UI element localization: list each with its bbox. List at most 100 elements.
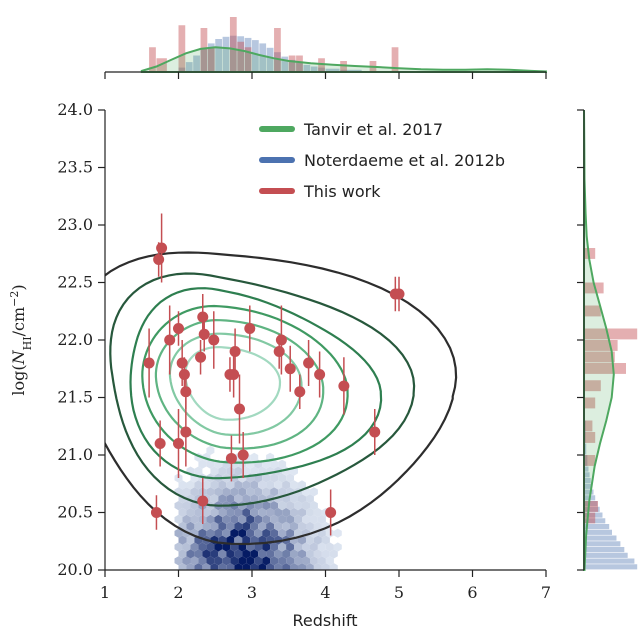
- data-point-12: [195, 351, 207, 363]
- hexbin-cell: [238, 514, 247, 524]
- data-point-21: [234, 403, 246, 415]
- hexbin-cell: [254, 570, 262, 579]
- hexbin-cell: [214, 514, 223, 524]
- hexbin-cell: [270, 556, 279, 566]
- hexbin-cell: [254, 528, 263, 538]
- right-noter-bar-10: [584, 506, 600, 512]
- hexbin-cell: [333, 528, 342, 538]
- hexbin-cell: [191, 570, 199, 579]
- hexbin-cell: [218, 521, 227, 531]
- hexbin-cell: [329, 549, 338, 559]
- hexbin-cell: [258, 521, 267, 531]
- hexbin-cell: [274, 521, 283, 531]
- top-thiswork-bar-11: [318, 58, 325, 72]
- hexbin-cell: [262, 542, 271, 552]
- top-marginal-ticks: [104, 72, 547, 79]
- right-noter-bar-0: [584, 564, 638, 570]
- hexbin-cell: [174, 514, 183, 524]
- right-hist-this-work: [584, 248, 638, 524]
- right-noter-bar-16: [584, 472, 590, 478]
- right-thiswork-bar-4: [584, 420, 593, 432]
- hexbin-cell: [234, 535, 243, 545]
- hexbin-cell: [310, 501, 318, 511]
- hexbin-cell: [234, 480, 243, 490]
- hexbin-cell: [317, 556, 326, 566]
- kde-contour-level-3: [141, 304, 349, 464]
- hexbin-cell: [226, 466, 235, 476]
- x-tick-label-0: 1: [100, 583, 110, 602]
- hexbin-cell: [313, 563, 322, 570]
- hexbin-cell: [298, 494, 306, 504]
- hexbin-cell: [222, 528, 231, 538]
- hexbin-cell: [238, 556, 247, 566]
- hexbin-cell: [186, 507, 195, 518]
- hexbin-cell: [250, 563, 259, 570]
- hexbin-cell: [313, 535, 322, 545]
- right-thiswork-bar-1: [584, 501, 598, 512]
- hexbin-cell: [186, 535, 195, 545]
- x-ticks: 1 2 3 4 5 6 7: [100, 570, 551, 602]
- hexbin-cell: [286, 570, 294, 579]
- hexbin-cell: [230, 556, 239, 566]
- hexbin-cell: [310, 542, 318, 552]
- right-noter-bar-11: [584, 501, 598, 507]
- hexbin-cell: [254, 542, 263, 552]
- hexbin-cell: [198, 459, 207, 469]
- hexbin-cell: [302, 514, 310, 524]
- top-noter-bar-21: [340, 69, 362, 72]
- hexbin-cell: [262, 556, 271, 566]
- hexbin-cell: [202, 563, 211, 570]
- hexbin-cell: [210, 563, 219, 570]
- hexbin-cell: [270, 473, 279, 483]
- top-noter-bar-17: [303, 64, 311, 72]
- hexbin-cell: [286, 556, 294, 566]
- right-noter-bar-18: [584, 455, 588, 466]
- hexbin-cell: [310, 514, 318, 524]
- hexbin-cell: [298, 507, 306, 518]
- data-point-25: [275, 334, 287, 346]
- hexbin-cell: [210, 507, 219, 518]
- hexbin-cell: [258, 480, 267, 490]
- data-point-16: [208, 334, 220, 346]
- hexbin-cell: [186, 521, 195, 531]
- hexbin-cell: [190, 487, 199, 497]
- data-point-4: [154, 438, 166, 449]
- top-thiswork-bar-3: [200, 28, 208, 72]
- hexbin-cell: [326, 570, 334, 579]
- hexbin-cell: [226, 563, 235, 570]
- hexbin-cell: [290, 521, 298, 531]
- hexbin-cell: [333, 542, 342, 552]
- data-point-2: [153, 254, 165, 265]
- hexbin-cell: [278, 501, 287, 511]
- hexbin-cell: [222, 542, 231, 552]
- right-thiswork-bar-3: [584, 432, 596, 443]
- right-noter-bar-6: [584, 529, 612, 535]
- hexbin-cell: [202, 507, 211, 518]
- right-thiswork-bar-12: [584, 282, 604, 294]
- data-point-3: [156, 242, 168, 254]
- top-thiswork-bar-14: [391, 47, 399, 72]
- hexbin-cell: [226, 494, 235, 504]
- hexbin-cell: [238, 528, 247, 538]
- hexbin-cell: [270, 570, 278, 579]
- hexbin-cell: [246, 514, 255, 524]
- hexbin-cell: [270, 487, 279, 497]
- hexbin-cell: [310, 570, 318, 579]
- top-hist-this-work: [149, 17, 399, 72]
- right-thiswork-bar-11: [584, 305, 601, 317]
- hexbin-cell: [206, 487, 215, 497]
- hexbin-cell: [174, 528, 183, 538]
- hexbin-cell: [254, 487, 263, 497]
- y-tick-label-1: 20.5: [57, 503, 93, 522]
- hexbin-cell: [214, 570, 222, 579]
- hexbin-cell: [178, 549, 187, 559]
- hexbin-cell: [306, 507, 314, 518]
- hexbin-cell: [282, 507, 290, 518]
- hexbin-cell: [286, 473, 294, 483]
- ylabel-pre: log(: [9, 364, 28, 395]
- x-tick-label-3: 4: [320, 583, 330, 602]
- hexbin-cell: [234, 494, 243, 504]
- hexbin-cell: [317, 542, 326, 552]
- hexbin-cell: [186, 480, 195, 490]
